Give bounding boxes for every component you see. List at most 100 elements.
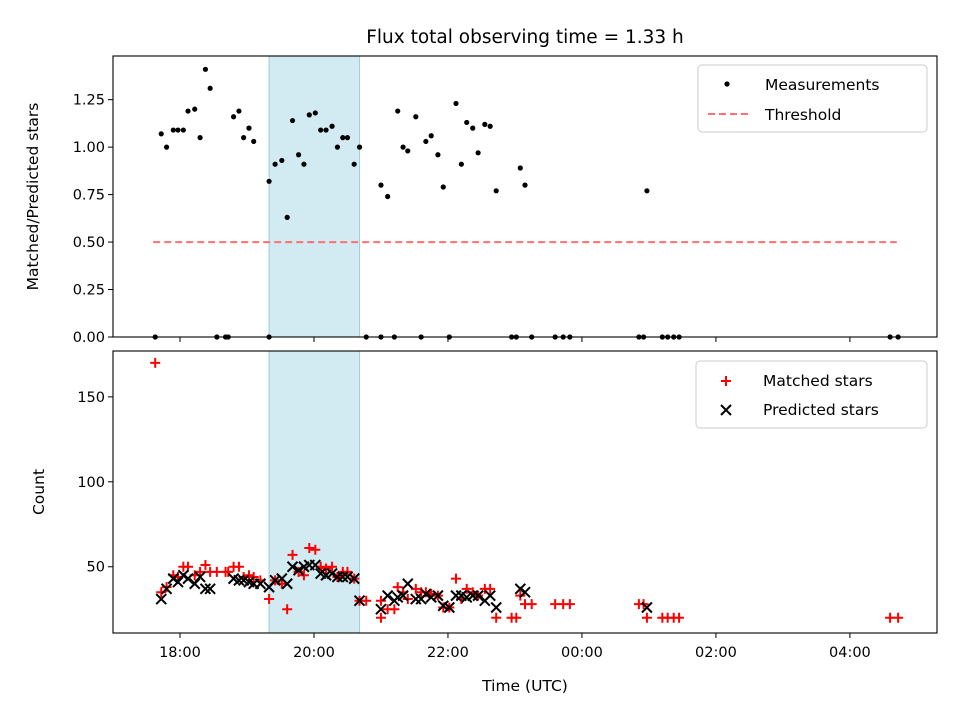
matched-star-point [392,582,403,593]
predicted-star-point [309,559,322,571]
bottom-y-tick-label: 100 [77,475,105,491]
predicted-star-point [472,589,484,602]
matched-star-point [375,612,386,623]
measurement-point [236,108,242,114]
measurement-point [440,184,446,190]
matched-star-point [304,543,315,554]
measurement-point [266,178,272,184]
measurement-point [493,188,499,194]
predicted-star-point [194,571,206,583]
measurement-point [400,144,406,150]
predicted-star-point [292,564,305,576]
measurement-point [378,182,384,188]
matched-star-point [564,599,575,610]
matched-star-point [674,612,685,623]
predicted-star-point [337,571,349,583]
matched-star-point [321,563,332,574]
top-shaded-span [268,55,361,338]
predicted-star-point [269,574,281,587]
measurement-point [301,161,307,167]
measurement-point [312,110,318,116]
top-legend: Measurements Threshold [697,64,928,133]
measurement-point [295,152,302,158]
measurement-point [180,127,186,133]
predicted-star-point [155,593,167,605]
measurement-point [284,214,290,220]
measurement-point [192,106,198,112]
measurement-point [351,161,357,167]
measurement-point [230,114,237,120]
top-y-tick-label: 0.00 [73,330,105,346]
measurement-point [356,144,363,150]
matched-star-point [298,570,309,581]
predicted-star-point [348,572,360,585]
matched-star-point [375,595,386,606]
legend-matched-marker [721,376,731,386]
measurement-point [289,117,296,124]
matched-star-point [211,566,222,577]
x-tick-label: 22:00 [427,645,469,661]
measurement-point [163,144,170,150]
predicted-star-point [160,583,173,595]
measurement-point [453,100,459,107]
chart-title: Flux total observing time = 1.33 h [366,27,684,48]
measurement-point [405,148,411,154]
matched-star-point [287,549,298,560]
matched-star-point [361,595,372,606]
predicted-star-point [450,589,462,602]
legend-threshold-label: Threshold [764,106,841,124]
matched-star-point [450,573,461,584]
matched-star-point [526,599,537,610]
predicted-star-point [204,583,216,595]
predicted-stars-series [155,559,653,615]
measurement-point [487,123,493,129]
matched-star-point [233,561,244,572]
predicted-star-point [641,601,653,614]
measurement-point [318,127,324,133]
predicted-star-point [341,571,354,583]
top-plot-frame [112,55,938,338]
matched-star-point [461,583,472,594]
matched-star-point [293,566,304,577]
top-y-axis-label: Matched/Predicted stars [24,103,42,291]
measurement-point [458,161,464,167]
matched-star-point [150,357,161,368]
matched-star-point [511,612,522,623]
matched-star-point [264,594,275,605]
predicted-star-point [182,572,194,585]
measurement-point [340,135,346,141]
predicted-star-point [286,561,299,573]
top-y-tick-label: 0.25 [73,283,105,299]
predicted-star-point [172,576,184,588]
x-tick-label: 18:00 [159,645,201,661]
bottom-y-tick-label: 50 [87,560,105,576]
bottom-legend-box [695,360,928,429]
x-axis-label: Time (UTC) [481,677,568,695]
predicted-star-point [199,583,212,595]
measurement-point [413,114,419,120]
x-tick-label: 02:00 [695,645,737,661]
measurement-point [241,135,247,141]
predicted-star-point [397,589,409,602]
matched-star-point [195,566,206,577]
legend-predicted-label: Predicted stars [763,401,879,419]
x-tick-label: 20:00 [293,645,335,661]
top-y-tick-label: 0.50 [73,235,105,251]
bottom-legend: Matched stars Predicted stars [695,360,928,429]
top-y-tick-label: 0.75 [73,188,105,204]
predicted-star-point [233,574,245,587]
predicted-star-point [484,589,496,602]
measurement-point [395,108,401,114]
measurement-point [185,108,191,114]
top-legend-box [697,64,928,133]
measurement-point [522,182,528,188]
x-tick-label: 04:00 [829,645,871,661]
measurement-point [329,123,335,129]
measurement-point [475,150,481,156]
measurement-point [428,133,434,139]
predicted-star-point [490,601,502,614]
top-y-tick-label: 1.25 [73,93,105,109]
measurement-point [482,121,488,127]
measurement-point [306,112,312,118]
